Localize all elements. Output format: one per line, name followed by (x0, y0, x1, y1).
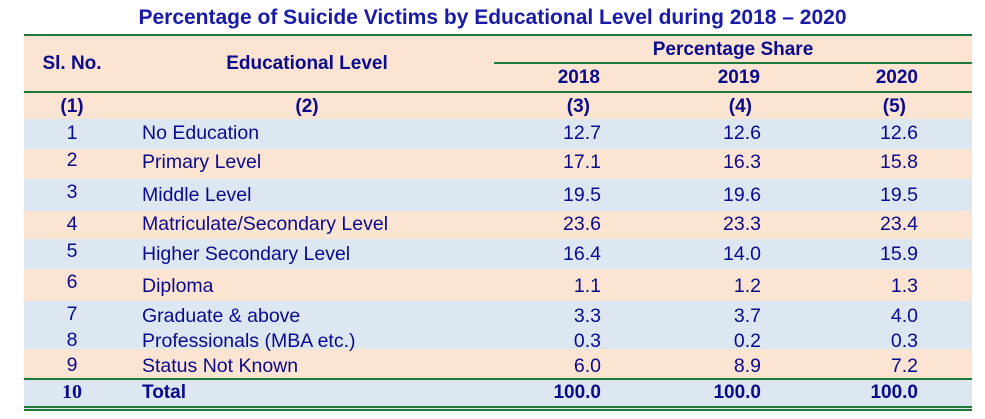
row-9-2019: 8.9 (733, 355, 761, 377)
row-4-sl: 4 (66, 213, 78, 235)
row-1-level: No Education (142, 122, 260, 144)
row-6-sl: 6 (66, 271, 78, 293)
row-5-sl: 5 (66, 240, 78, 262)
percentage-share-header: Percentage Share (652, 39, 814, 60)
row-3-level: Middle Level (142, 184, 252, 206)
row-9-2020: 7.2 (890, 355, 918, 377)
row-9-level: Status Not Known (142, 355, 299, 377)
year-2020-header: 2020 (875, 67, 918, 88)
row-5-level: Higher Secondary Level (142, 243, 351, 265)
row-7-2020: 4.0 (890, 305, 918, 327)
row-1-2020: 12.6 (880, 122, 918, 144)
row-7-level: Graduate & above (142, 305, 301, 327)
row-2-sl: 2 (66, 149, 78, 171)
year-2019-header: 2019 (717, 67, 760, 88)
sl-no-header: Sl. No. (42, 53, 102, 74)
row-7-2019: 3.7 (733, 305, 761, 327)
row-9-2018: 6.0 (573, 355, 601, 377)
total-bottom-rule-2 (24, 409, 972, 411)
total-2020: 100.0 (870, 382, 918, 403)
row-2-2020: 15.8 (880, 151, 918, 173)
row-band-5 (24, 239, 972, 269)
total-2018: 100.0 (553, 382, 601, 403)
row-8-2020: 0.3 (890, 330, 918, 352)
row-1-sl: 1 (66, 122, 78, 144)
row-band-9 (24, 349, 972, 378)
row-band-1 (24, 119, 972, 149)
row-1-2019: 12.6 (723, 122, 761, 144)
row-8-sl: 8 (66, 329, 78, 351)
row-6-2018: 1.1 (573, 275, 601, 297)
row-band-7-8 (24, 301, 972, 349)
group-rule (494, 62, 972, 64)
row-5-2018: 16.4 (563, 243, 601, 265)
row-2-level: Primary Level (142, 151, 262, 173)
row-2-2018: 17.1 (563, 151, 601, 173)
row-6-2020: 1.3 (890, 275, 918, 297)
row-8-2019: 0.2 (733, 330, 761, 352)
total-2019: 100.0 (713, 382, 761, 403)
data-table: Sl. No. Educational Level Percentage Sha… (24, 34, 972, 411)
row-3-2020: 19.5 (880, 184, 918, 206)
total-sl: 10 (62, 381, 82, 403)
row-band-total (24, 378, 972, 410)
row-7-2018: 3.3 (573, 305, 601, 327)
year-2018-header: 2018 (557, 67, 600, 88)
col-number-4: (4) (728, 96, 752, 117)
col-number-3: (3) (566, 96, 590, 117)
row-8-level: Professionals (MBA etc.) (142, 330, 356, 352)
row-3-2019: 19.6 (723, 184, 761, 206)
total-top-rule (24, 378, 972, 380)
row-4-2020: 23.4 (880, 213, 918, 235)
row-4-2019: 23.3 (723, 213, 761, 235)
top-rule (24, 34, 972, 36)
header-band (24, 34, 972, 119)
total-bottom-rule-1 (24, 406, 972, 408)
col-number-2: (2) (295, 96, 319, 117)
row-7-sl: 7 (66, 303, 78, 325)
row-band-6 (24, 269, 972, 301)
total-label: Total (142, 382, 186, 403)
row-3-2018: 19.5 (563, 184, 601, 206)
header-rule (24, 91, 972, 93)
row-2-2019: 16.3 (723, 151, 761, 173)
row-band-4 (24, 211, 972, 239)
row-6-2019: 1.2 (733, 275, 761, 297)
row-4-2018: 23.6 (563, 213, 601, 235)
educational-level-header: Educational Level (226, 53, 388, 74)
row-band-2 (24, 149, 972, 179)
row-1-2018: 12.7 (563, 122, 601, 144)
col-number-5: (5) (882, 96, 906, 117)
row-band-3 (24, 179, 972, 211)
row-6-level: Diploma (142, 275, 214, 297)
row-8-2018: 0.3 (573, 330, 601, 352)
row-5-2019: 14.0 (723, 243, 761, 265)
row-3-sl: 3 (66, 181, 78, 203)
col-number-1: (1) (60, 96, 84, 117)
row-9-sl: 9 (66, 354, 78, 376)
table-title: Percentage of Suicide Victims by Educati… (138, 6, 847, 29)
row-5-2020: 15.9 (880, 243, 918, 265)
row-4-level: Matriculate/Secondary Level (142, 213, 389, 235)
